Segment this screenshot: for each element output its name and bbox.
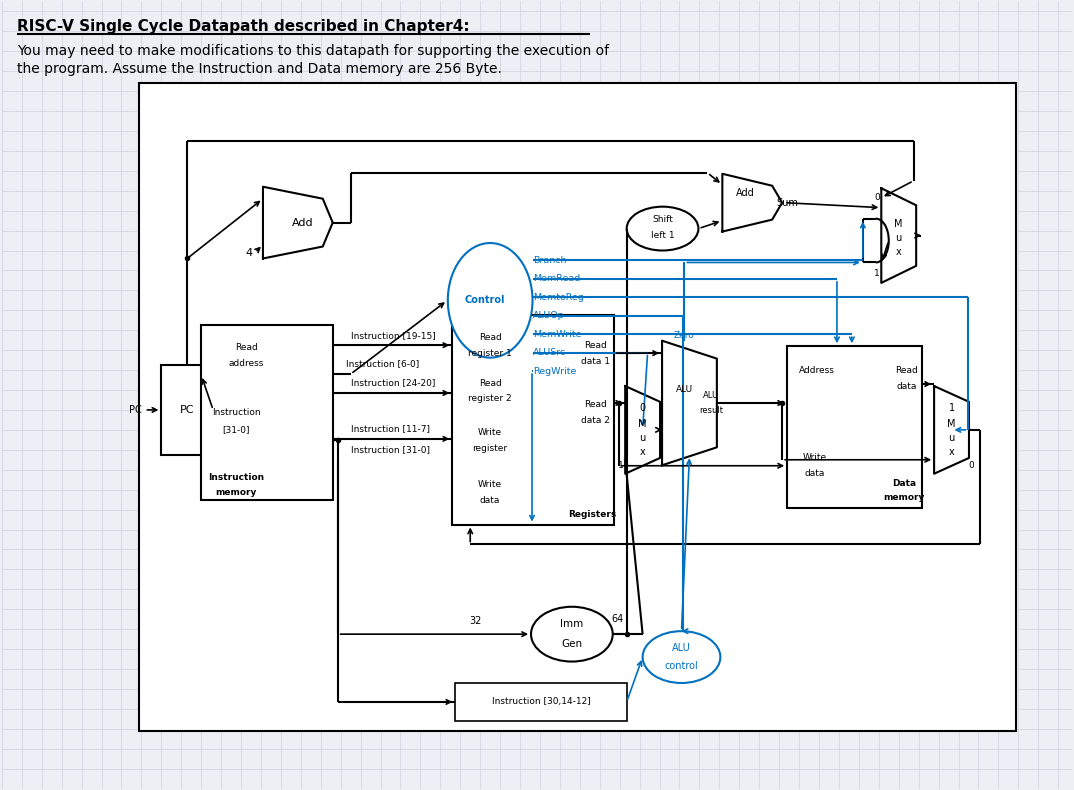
Text: Data: Data (891, 480, 916, 488)
Text: PC: PC (129, 405, 142, 415)
Polygon shape (625, 386, 661, 474)
Text: Read: Read (479, 333, 502, 342)
Text: MemRead: MemRead (533, 274, 580, 284)
Text: ALU: ALU (672, 643, 691, 653)
Text: Instruction: Instruction (212, 408, 260, 417)
Text: Registers: Registers (568, 510, 615, 519)
Text: RegWrite: RegWrite (533, 367, 577, 375)
Text: Write: Write (803, 453, 827, 462)
Text: 0: 0 (874, 194, 880, 202)
Text: u: u (948, 433, 955, 443)
Text: x: x (640, 447, 645, 457)
Text: data 2: data 2 (581, 416, 610, 425)
Text: x: x (896, 246, 901, 257)
Text: ALUSrc: ALUSrc (533, 348, 566, 357)
Bar (787, 346, 921, 508)
Text: M: M (638, 419, 647, 429)
Text: Read: Read (479, 378, 502, 388)
Bar (455, 683, 627, 720)
Polygon shape (882, 188, 916, 283)
Bar (161, 365, 213, 455)
Text: u: u (639, 433, 645, 443)
Polygon shape (934, 386, 969, 474)
Text: Instruction [19-15]: Instruction [19-15] (350, 331, 435, 340)
Text: the program. Assume the Instruction and Data memory are 256 Byte.: the program. Assume the Instruction and … (17, 62, 502, 76)
Text: x: x (948, 447, 955, 457)
Bar (140, 83, 1016, 731)
Text: Control: Control (465, 295, 506, 305)
Text: ALU: ALU (676, 385, 693, 393)
Text: RISC-V Single Cycle Datapath described in Chapter4:: RISC-V Single Cycle Datapath described i… (17, 19, 469, 34)
Text: memory: memory (216, 488, 257, 497)
Text: Write: Write (478, 428, 503, 438)
Text: data: data (804, 469, 825, 478)
Text: Address: Address (799, 366, 834, 374)
Text: data 1: data 1 (581, 356, 610, 366)
Text: result: result (699, 406, 724, 416)
Bar (201, 325, 333, 499)
Text: MemtoReg: MemtoReg (533, 293, 584, 302)
Text: Instruction: Instruction (208, 473, 264, 482)
Text: ALU: ALU (703, 390, 720, 400)
Text: u: u (896, 232, 902, 243)
Text: Sum: Sum (777, 198, 798, 208)
Text: Read: Read (584, 401, 607, 409)
Text: Read: Read (584, 340, 607, 350)
Text: register 2: register 2 (468, 394, 512, 404)
Text: Read: Read (234, 343, 258, 352)
Text: left 1: left 1 (651, 231, 674, 240)
Text: M: M (895, 219, 903, 228)
Text: 0: 0 (969, 461, 974, 470)
Text: Instruction [31-0]: Instruction [31-0] (350, 446, 430, 454)
Polygon shape (263, 186, 333, 258)
Text: 1: 1 (948, 403, 955, 413)
Ellipse shape (642, 631, 721, 683)
Text: Add: Add (292, 217, 314, 228)
Text: register: register (473, 444, 508, 453)
Text: Add: Add (736, 188, 755, 198)
Text: Read: Read (896, 366, 918, 374)
Ellipse shape (627, 207, 698, 250)
Text: control: control (665, 661, 698, 671)
Text: M: M (947, 419, 956, 429)
Text: 1: 1 (874, 269, 880, 278)
Polygon shape (723, 174, 782, 231)
Text: Zero: Zero (674, 331, 695, 340)
Text: Instruction [6-0]: Instruction [6-0] (346, 359, 419, 369)
Bar (452, 315, 613, 525)
Text: data: data (480, 496, 500, 505)
Polygon shape (662, 340, 716, 465)
Text: MemWrite: MemWrite (533, 329, 581, 339)
Text: 64: 64 (611, 614, 624, 624)
Text: Instruction [30,14-12]: Instruction [30,14-12] (492, 698, 591, 706)
Text: 4: 4 (246, 247, 253, 258)
Text: You may need to make modifications to this datapath for supporting the execution: You may need to make modifications to th… (17, 44, 609, 58)
Text: Shift: Shift (652, 215, 673, 224)
Text: address: address (229, 359, 264, 367)
Text: Instruction [11-7]: Instruction [11-7] (350, 424, 430, 434)
Text: PC: PC (180, 405, 194, 415)
Text: ALUOp: ALUOp (533, 311, 565, 320)
Text: Gen: Gen (562, 639, 582, 649)
Ellipse shape (531, 607, 613, 661)
Text: Branch: Branch (533, 256, 566, 265)
Text: Imm: Imm (561, 619, 583, 629)
Text: [31-0]: [31-0] (222, 425, 250, 434)
Text: data: data (897, 382, 917, 390)
Text: Instruction [24-20]: Instruction [24-20] (350, 378, 435, 388)
Text: register 1: register 1 (468, 348, 512, 358)
Text: 1: 1 (618, 461, 624, 470)
Text: memory: memory (883, 493, 925, 502)
Ellipse shape (448, 243, 533, 358)
Text: 32: 32 (469, 616, 481, 626)
Text: 0: 0 (639, 403, 645, 413)
Text: Write: Write (478, 480, 503, 489)
